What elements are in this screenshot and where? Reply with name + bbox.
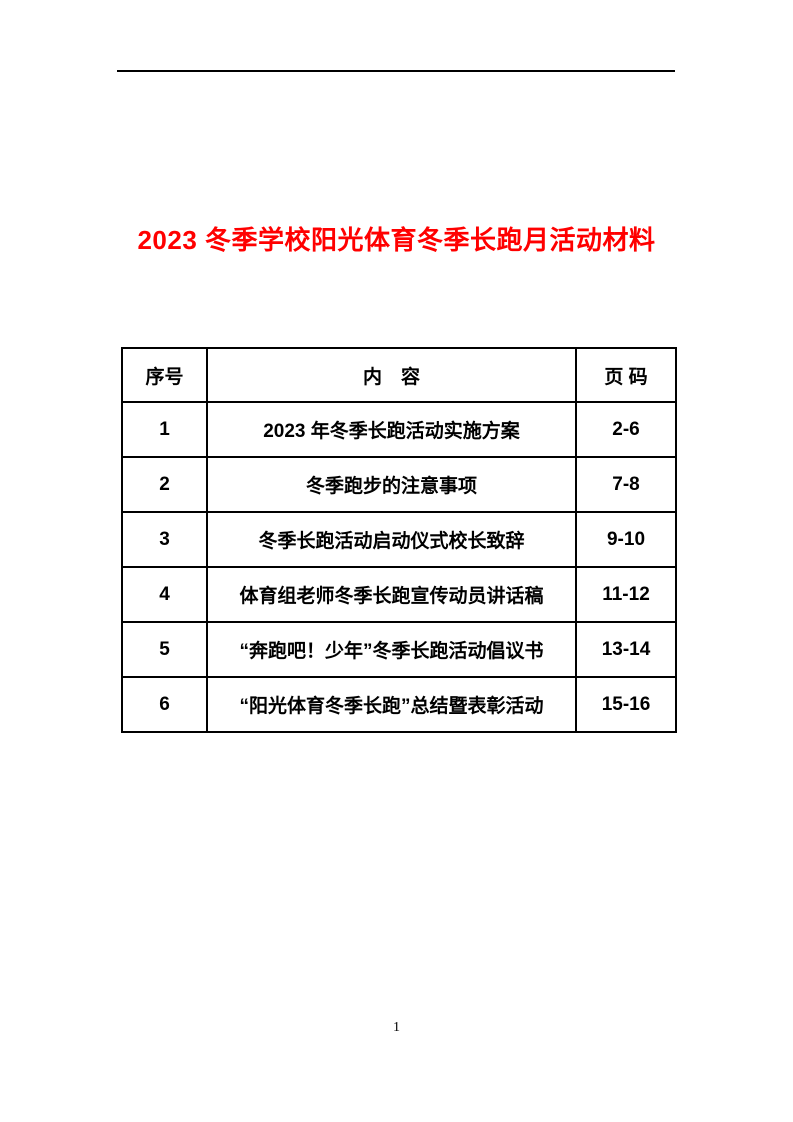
table-row: 4 体育组老师冬季长跑宣传动员讲话稿 11-12 <box>121 566 677 623</box>
toc-table: 序号 内 容 页 码 1 2023 年冬季长跑活动实施方案 2-6 2 冬季跑步… <box>121 347 677 733</box>
page-title: 2023 冬季学校阳光体育冬季长跑月活动材料 <box>137 225 656 255</box>
table-row: 3 冬季长跑活动启动仪式校长致辞 9-10 <box>121 511 677 568</box>
cell-content: “奔跑吧！少年”冬季长跑活动倡议书 <box>206 621 577 678</box>
column-header-content: 内 容 <box>206 347 577 403</box>
cell-pages: 9-10 <box>575 511 677 568</box>
cell-pages: 15-16 <box>575 676 677 733</box>
cell-pages: 2-6 <box>575 401 677 458</box>
cell-content: 冬季长跑活动启动仪式校长致辞 <box>206 511 577 568</box>
table-row: 6 “阳光体育冬季长跑”总结暨表彰活动 15-16 <box>121 676 677 733</box>
cell-pages: 7-8 <box>575 456 677 513</box>
cell-pages: 11-12 <box>575 566 677 623</box>
cell-no: 1 <box>121 401 208 458</box>
cell-no: 6 <box>121 676 208 733</box>
column-header-no: 序号 <box>121 347 208 403</box>
column-header-pages: 页 码 <box>575 347 677 403</box>
cell-no: 3 <box>121 511 208 568</box>
table-row: 2 冬季跑步的注意事项 7-8 <box>121 456 677 513</box>
cell-no: 5 <box>121 621 208 678</box>
cell-pages: 13-14 <box>575 621 677 678</box>
table-header-row: 序号 内 容 页 码 <box>121 347 677 403</box>
cell-no: 4 <box>121 566 208 623</box>
cell-content: 冬季跑步的注意事项 <box>206 456 577 513</box>
header-divider-line <box>117 70 675 72</box>
cell-no: 2 <box>121 456 208 513</box>
table-row: 1 2023 年冬季长跑活动实施方案 2-6 <box>121 401 677 458</box>
cell-content: 体育组老师冬季长跑宣传动员讲话稿 <box>206 566 577 623</box>
page-number: 1 <box>393 1020 400 1035</box>
cell-content: “阳光体育冬季长跑”总结暨表彰活动 <box>206 676 577 733</box>
table-row: 5 “奔跑吧！少年”冬季长跑活动倡议书 13-14 <box>121 621 677 678</box>
cell-content: 2023 年冬季长跑活动实施方案 <box>206 401 577 458</box>
